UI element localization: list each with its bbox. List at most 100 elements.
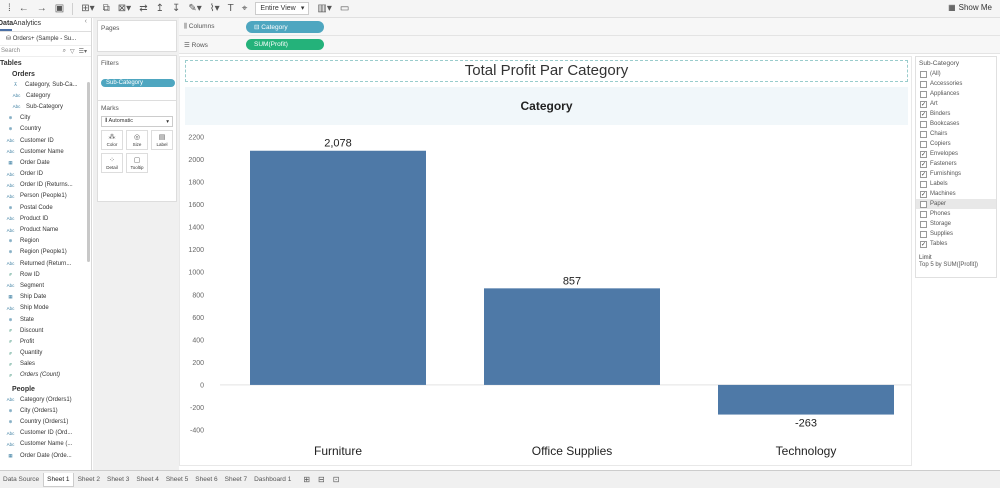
filter-option[interactable]: Chairs [916, 129, 996, 139]
filter-icon[interactable]: ▽ [69, 48, 75, 55]
mark-type-select[interactable]: ⫴ Automatic ▾ [101, 116, 173, 127]
field-item[interactable]: Abc Customer Name (... [0, 439, 91, 450]
sheet-tab[interactable]: Sheet 7 [224, 475, 248, 483]
field-item[interactable]: Abc Segment [0, 280, 91, 291]
checkbox-unchecked[interactable] [920, 200, 927, 208]
field-item[interactable]: ⊕ Country (Orders1) [0, 416, 91, 427]
field-item[interactable]: Abc Category (Orders1) [0, 394, 91, 405]
clear-sheet-icon[interactable]: ⊠▾ [117, 2, 132, 14]
field-item[interactable]: Abc Customer ID [0, 135, 91, 146]
field-item[interactable]: Abc Returned (Return... [0, 258, 91, 269]
pages-card[interactable]: Pages [97, 20, 177, 52]
field-item[interactable]: ⊕ City (Orders1) [0, 405, 91, 416]
duplicate-icon[interactable]: ⧉ [102, 2, 110, 14]
filter-option[interactable]: Labels [916, 179, 996, 189]
new-worksheet-icon[interactable]: ⊞ [303, 475, 311, 484]
filter-option[interactable]: ✓ Binders [916, 109, 996, 119]
filter-option[interactable]: ✓ Envelopes [916, 149, 996, 159]
rows-shelf[interactable]: ☰ Rows SUM(Profit) [179, 36, 1000, 54]
filter-option[interactable]: Appliances [916, 89, 996, 99]
filter-option[interactable]: ✓ Art [916, 99, 996, 109]
list-view-icon[interactable]: ☰▾ [78, 48, 87, 55]
checkbox-checked[interactable]: ✓ [920, 190, 927, 198]
new-sheet-icon[interactable]: ⊞▾ [81, 2, 95, 14]
sheet-tab[interactable]: Sheet 4 [136, 475, 159, 483]
field-item[interactable]: ⊼ Category, Sub-Ca... [0, 79, 91, 90]
field-item[interactable]: Abc Product ID [0, 213, 91, 224]
field-item[interactable]: Abc Order ID [0, 169, 91, 180]
tab-data-source[interactable]: Data Source [3, 475, 40, 483]
sheet-tab[interactable]: Sheet 3 [106, 475, 130, 483]
orders-table-heading[interactable]: Orders [12, 71, 35, 78]
field-item[interactable]: ▦ Ship Date [0, 292, 91, 303]
field-item[interactable]: Abc Customer Name [0, 146, 91, 157]
field-item[interactable]: Abc Order ID (Returns... [0, 180, 91, 191]
field-item[interactable]: Abc Ship Mode [0, 303, 91, 314]
checkbox-checked[interactable]: ✓ [920, 150, 927, 158]
checkbox-unchecked[interactable] [920, 120, 927, 128]
sheet-tab[interactable]: Sheet 6 [195, 475, 218, 483]
field-item[interactable]: # Discount [0, 325, 91, 336]
bar[interactable] [484, 288, 660, 385]
field-item[interactable]: Abc Customer ID (Ord... [0, 428, 91, 439]
filter-option[interactable]: Storage [916, 219, 996, 229]
datasource-item[interactable]: ⛁ Orders+ (Sample - Su... [0, 32, 91, 45]
bar[interactable] [250, 150, 426, 385]
field-item[interactable]: # Sales [0, 359, 91, 370]
checkbox-unchecked[interactable] [920, 220, 927, 228]
search-icon[interactable]: ⌕ [62, 47, 66, 54]
checkbox-checked[interactable]: ✓ [920, 170, 927, 178]
checkbox-unchecked[interactable] [920, 140, 927, 148]
checkbox-unchecked[interactable] [920, 80, 927, 88]
tab-analytics[interactable]: Analytics [12, 20, 41, 27]
filter-option[interactable]: Copiers [916, 139, 996, 149]
save-icon[interactable]: ▣ [54, 2, 65, 14]
checkbox-unchecked[interactable] [920, 210, 927, 218]
field-item[interactable]: Abc Product Name [0, 224, 91, 235]
tab-data[interactable]: Data [0, 18, 13, 31]
field-item[interactable]: # Row ID [0, 269, 91, 280]
field-item[interactable]: ⊕ Region (People1) [0, 247, 91, 258]
collapse-icon[interactable]: ‹ [84, 18, 87, 25]
field-item[interactable]: ⊕ City [0, 113, 91, 124]
field-item[interactable]: Abc Person (People1) [0, 191, 91, 202]
field-item[interactable]: # Profit [0, 336, 91, 347]
sheet-tab[interactable]: Sheet 5 [165, 475, 189, 483]
field-item[interactable]: Abc Category [0, 90, 91, 101]
filter-option[interactable]: Accessories [916, 79, 996, 89]
filter-option[interactable]: ✓ Fasteners [916, 159, 996, 169]
filter-option[interactable]: Supplies [916, 229, 996, 239]
sheet-tab[interactable]: Sheet 1 [43, 472, 74, 487]
dots-icon[interactable]: ⁞ [8, 2, 11, 14]
labels-icon[interactable]: T [227, 2, 234, 14]
field-item[interactable]: # Quantity [0, 348, 91, 359]
checkbox-checked[interactable]: ✓ [920, 240, 927, 248]
filter-option[interactable]: ✓ Machines [916, 189, 996, 199]
sheet-tab[interactable]: Dashboard 1 [254, 475, 292, 483]
checkbox-checked[interactable]: ✓ [920, 100, 927, 108]
sort-desc-icon[interactable]: ↧ [171, 2, 181, 14]
rows-pill-sum-profit[interactable]: SUM(Profit) [246, 39, 324, 50]
sort-asc-icon[interactable]: ↥ [155, 2, 164, 14]
presentation-icon[interactable]: ▭ [339, 2, 350, 14]
group-icon[interactable]: ⌇▾ [209, 2, 220, 14]
field-item[interactable]: ▦ Order Date (Orde... [0, 450, 91, 461]
people-table-heading[interactable]: People [12, 386, 35, 394]
new-dashboard-icon[interactable]: ⊟ [318, 475, 325, 484]
sheet-title[interactable]: Total Profit Par Category [185, 60, 908, 82]
tooltip-button[interactable]: ▢ Tooltip [126, 153, 148, 173]
columns-pill-category[interactable]: ⊟ Category [246, 20, 324, 33]
checkbox-checked[interactable]: ✓ [920, 160, 927, 168]
new-story-icon[interactable]: ⊡ [332, 475, 340, 484]
columns-shelf[interactable]: ⫼ Columns ⊟ Category [179, 18, 1000, 36]
filter-option[interactable]: Paper [916, 199, 996, 209]
data-pane-scrollbar[interactable] [87, 82, 90, 262]
detail-button[interactable]: ⁘ Detail [101, 153, 123, 173]
show-me-button[interactable]: ▦ Show Me [948, 3, 992, 12]
field-item[interactable]: ▦ Order Date [0, 157, 91, 168]
filter-option[interactable]: Bookcases [916, 119, 996, 129]
filter-option[interactable]: ✓ Tables [916, 239, 996, 249]
filter-option[interactable]: ✓ Furnishings [916, 169, 996, 179]
field-item[interactable]: ⊕ Postal Code [0, 202, 91, 213]
field-item[interactable]: ⊕ Region [0, 236, 91, 247]
